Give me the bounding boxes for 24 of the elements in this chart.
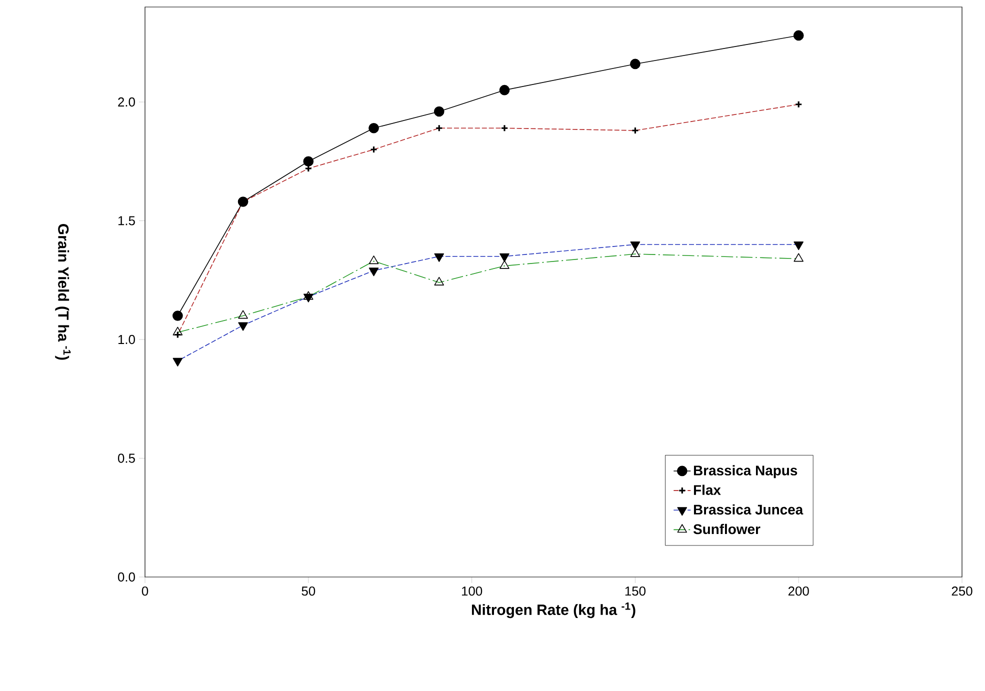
y-tick-label: 0.5 <box>118 454 135 463</box>
x-axis-title: Nitrogen Rate (kg ha $^{-1}$) <box>472 602 636 618</box>
y-tick-label: 1.0 <box>118 334 135 344</box>
point <box>172 310 183 321</box>
legend-label: Brassica Napus <box>694 465 798 478</box>
point <box>368 122 379 134</box>
legend-label: Brassica Juncea <box>694 504 804 515</box>
y-axis-title: Grain Yield (T ha $^{-1}$) <box>55 224 71 360</box>
point <box>303 156 314 167</box>
x-tick-label: 200 <box>788 586 809 596</box>
y-tick-label: 1.5 <box>118 216 135 226</box>
point <box>499 84 510 96</box>
y-tick-label: 0.0 <box>118 572 135 582</box>
x-tick-label: 0 <box>142 586 148 596</box>
point <box>630 58 640 70</box>
point <box>793 30 804 41</box>
legend-label: Flax <box>694 484 721 495</box>
legend-label: Sunflower <box>693 524 760 534</box>
x-tick-label: 50 <box>302 586 316 596</box>
point <box>434 106 444 117</box>
y-tick-label: 2.0 <box>118 97 135 107</box>
x-tick-label: 150 <box>625 586 646 596</box>
x-tick-label: 250 <box>952 586 972 596</box>
x-tick-label: 100 <box>462 586 482 596</box>
